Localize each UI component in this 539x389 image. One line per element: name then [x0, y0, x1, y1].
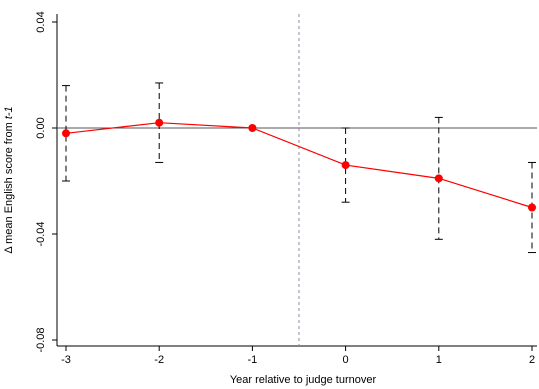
data-point — [248, 124, 257, 132]
x-tick-label: 1 — [436, 354, 442, 366]
x-tick-label: -3 — [61, 354, 71, 366]
data-point — [341, 161, 350, 170]
y-axis-title: Δ mean English score from t-1 — [3, 106, 15, 253]
data-point — [62, 129, 70, 138]
y-axis-title-italic: t-1 — [3, 106, 15, 119]
y-tick-label: -0.04 — [35, 221, 47, 246]
x-tick-label: 2 — [529, 354, 535, 366]
data-point — [528, 203, 536, 212]
data-points — [62, 118, 536, 212]
y-axis-title-prefix: Δ mean English score from — [3, 119, 15, 254]
data-point — [434, 174, 443, 183]
x-tick-label: -2 — [154, 354, 164, 366]
series-line — [65, 122, 533, 209]
x-axis-title: Year relative to judge turnover — [230, 374, 377, 386]
x-tick-label: -1 — [248, 354, 258, 366]
y-tick-label: 0.00 — [35, 117, 47, 138]
data-point — [155, 118, 164, 127]
x-tick-label: 0 — [343, 354, 349, 366]
y-tick-label: -0.08 — [35, 327, 47, 352]
y-tick-label: 0.04 — [35, 11, 47, 32]
confidence-intervals — [62, 82, 536, 254]
x-ticks: -3 -2 -1 0 1 2 — [61, 346, 535, 366]
y-ticks: 0.04 0.00 -0.04 -0.08 — [35, 11, 57, 353]
